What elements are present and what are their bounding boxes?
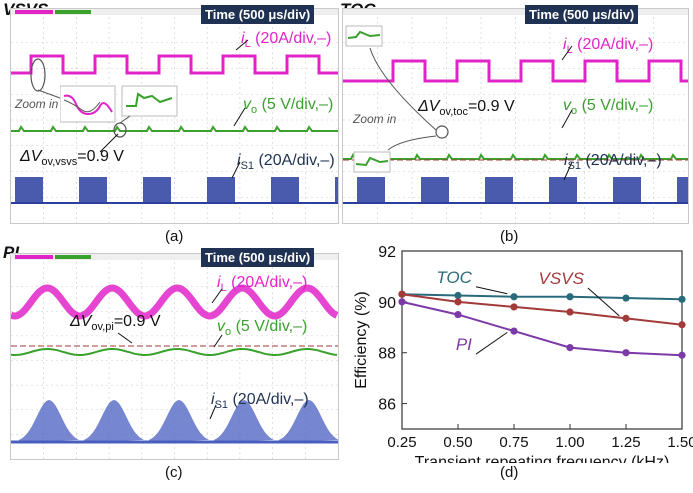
data-point-pi <box>678 351 686 359</box>
x-axis-label: Transient repeating frequency (kHz) <box>415 454 670 463</box>
data-point-pi <box>454 310 462 319</box>
series-line-toc <box>401 293 683 301</box>
y-tick-label: 88 <box>378 346 396 363</box>
data-point-pi <box>566 344 574 352</box>
data-point-vsvs <box>678 321 686 329</box>
x-tick-label: 1.00 <box>555 434 584 451</box>
series-label-leader <box>475 331 508 355</box>
x-tick-label: 0.25 <box>387 434 416 451</box>
data-point-pi <box>622 349 630 357</box>
data-point-vsvs <box>566 308 574 316</box>
panel-c-dv-label: ΔVov,pi=0.9 V <box>70 313 161 334</box>
panel-b-zoom-label: Zoom in <box>353 112 397 126</box>
panel-c-vo-label: vo (5 V/div,–) <box>217 318 308 339</box>
data-point-pi <box>510 327 518 335</box>
panel-a-time-label: Time (500 μs/div) <box>201 5 315 24</box>
panel-c-time-label: Time (500 μs/div) <box>201 248 315 267</box>
panel-a-zoom-label: Zoom in <box>15 97 59 111</box>
series-label-pi: PI <box>456 335 472 354</box>
y-tick-label: 86 <box>378 397 396 414</box>
panel-d-caption: (d) <box>500 464 519 481</box>
scope-a-traces <box>11 9 338 223</box>
panel-b-il-label: iL (20A/div,–) <box>563 36 654 57</box>
panel-a-dv-label: ΔVov,vsvs=0.9 V <box>20 148 124 169</box>
x-tick-label: 0.75 <box>499 434 528 451</box>
panel-a-zoom-inset <box>60 85 178 123</box>
panel-c-is1-label: iS1 (20A/div,–) <box>211 391 309 412</box>
data-point-toc <box>510 293 518 301</box>
panel-b-dv-label: ΔVov,toc=0.9 V <box>418 98 515 119</box>
panel-b-time-label: Time (500 μs/div) <box>525 5 639 24</box>
y-axis-label: Efficiency (%) <box>353 291 370 389</box>
panel-b-vo-label: vo (5 V/div,–) <box>563 97 654 118</box>
series-line-pi <box>401 300 683 357</box>
panel-b-zoom-insets <box>345 25 391 173</box>
panel-b-callouts <box>369 45 573 181</box>
panel-a-il-label: iL (20A/div,–) <box>241 30 332 51</box>
plot-frame <box>401 250 683 430</box>
scope-c <box>10 253 339 460</box>
data-point-toc <box>678 295 686 303</box>
data-point-toc <box>454 291 462 300</box>
y-tick-label: 92 <box>378 244 396 261</box>
scope-c-traces <box>11 254 338 459</box>
y-tick-label: 90 <box>378 295 396 312</box>
series-label-leader <box>587 287 620 317</box>
series-label-vsvs: VSVS <box>539 269 585 288</box>
x-tick-label: 1.50 <box>667 434 693 451</box>
data-point-vsvs <box>454 298 462 306</box>
data-point-vsvs <box>398 290 406 298</box>
panel-c-caption: (c) <box>165 464 183 481</box>
panel-c-callouts <box>117 288 223 420</box>
efficiency-chart: 86 88 90 92 0.25 0.50 0.75 1.00 1.25 1.50 Transien… <box>353 244 693 463</box>
series-label-toc: TOC <box>436 268 472 287</box>
data-point-toc <box>622 294 630 302</box>
data-point-vsvs <box>510 303 518 311</box>
data-point-vsvs <box>622 314 630 322</box>
x-tick-label: 1.25 <box>611 434 640 451</box>
data-point-pi <box>398 298 406 306</box>
panel-a-is1-label: iS1 (20A/div,–) <box>237 152 335 173</box>
panel-b-caption: (b) <box>500 228 519 245</box>
x-tick-label: 0.50 <box>443 434 472 451</box>
panel-a-caption: (a) <box>165 228 184 245</box>
data-point-toc <box>566 293 574 301</box>
panel-a-vo-label: vo (5 V/div,–) <box>243 96 334 117</box>
panel-c-il-label: iL (20A/div,–) <box>217 274 308 295</box>
series-line-vsvs <box>401 293 683 326</box>
series-label-leader <box>475 286 508 295</box>
panel-a-callouts <box>30 39 249 179</box>
